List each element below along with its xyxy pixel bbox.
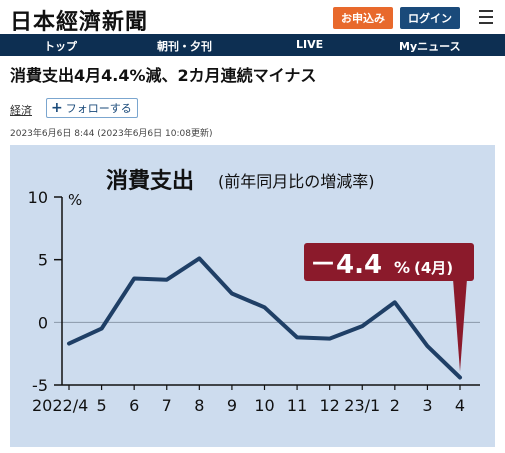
menu-icon[interactable] [479, 10, 493, 24]
nav-item-live[interactable]: LIVE [296, 38, 324, 51]
callout-month: (4月) [414, 259, 453, 277]
y-axis-ticks: 10 5 0 -5 [28, 188, 48, 395]
top-bar: 日本經濟新聞 お申込み ログイン [0, 0, 505, 35]
latest-value-callout: －4.4 % (4月) [304, 243, 474, 372]
nav-item-mynews[interactable]: Myニュース [399, 40, 461, 53]
article-timestamp: 2023年6月6日 8:44 (2023年6月6日 10:08更新) [10, 129, 213, 139]
chart-title: 消費支出 [106, 169, 194, 194]
x-tick-label: 2 [390, 396, 400, 415]
nav-item-paper[interactable]: 朝刊・夕刊 [157, 40, 212, 53]
chart-grid [54, 196, 480, 386]
x-tick-label: 6 [129, 396, 139, 415]
x-tick-label: 2022/4 [32, 396, 88, 415]
y-tick-label: 5 [38, 251, 48, 270]
y-tick-label: 0 [38, 313, 48, 332]
callout-box [304, 243, 474, 281]
x-tick-label: 9 [227, 396, 237, 415]
series-line [67, 256, 462, 380]
x-tick-label: 7 [162, 396, 172, 415]
follow-label: フォローする [65, 102, 132, 115]
y-axis-unit: % [68, 191, 82, 209]
x-tick-label: 3 [422, 396, 432, 415]
login-button[interactable]: ログイン [400, 7, 460, 29]
subscribe-button[interactable]: お申込み [333, 7, 393, 29]
x-tick-label: 5 [96, 396, 106, 415]
follow-button[interactable]: + フォローする [46, 98, 138, 118]
x-tick-label: 23/1 [344, 396, 380, 415]
nav-item-top[interactable]: トップ [44, 40, 77, 53]
y-tick-label: 10 [28, 188, 48, 207]
article-headline: 消費支出4月4.4%減、2カ月連続マイナス [10, 66, 317, 85]
callout-pointer [453, 279, 467, 372]
chart-panel: 消費支出 (前年同月比の増減率) % 10 5 0 -5 2022/4 5 6 7 8 9 10 1… [10, 145, 495, 447]
x-tick-label: 11 [287, 396, 307, 415]
site-logo[interactable]: 日本經濟新聞 [10, 9, 149, 35]
x-axis-ticks: 2022/4 5 6 7 8 9 10 11 12 23/1 2 3 4 [32, 385, 465, 415]
plus-icon: + [51, 100, 63, 116]
chart-subtitle: (前年同月比の増減率) [218, 172, 375, 191]
x-tick-label: 12 [319, 396, 339, 415]
y-tick-label: -5 [32, 376, 48, 395]
main-nav: トップ 朝刊・夕刊 LIVE Myニュース [0, 34, 505, 56]
x-tick-label: 4 [455, 396, 465, 415]
callout-value: －4.4 [310, 250, 382, 280]
x-tick-label: 8 [194, 396, 204, 415]
x-tick-label: 10 [254, 396, 274, 415]
category-link[interactable]: 経済 [10, 104, 32, 117]
callout-unit: % [394, 258, 410, 277]
